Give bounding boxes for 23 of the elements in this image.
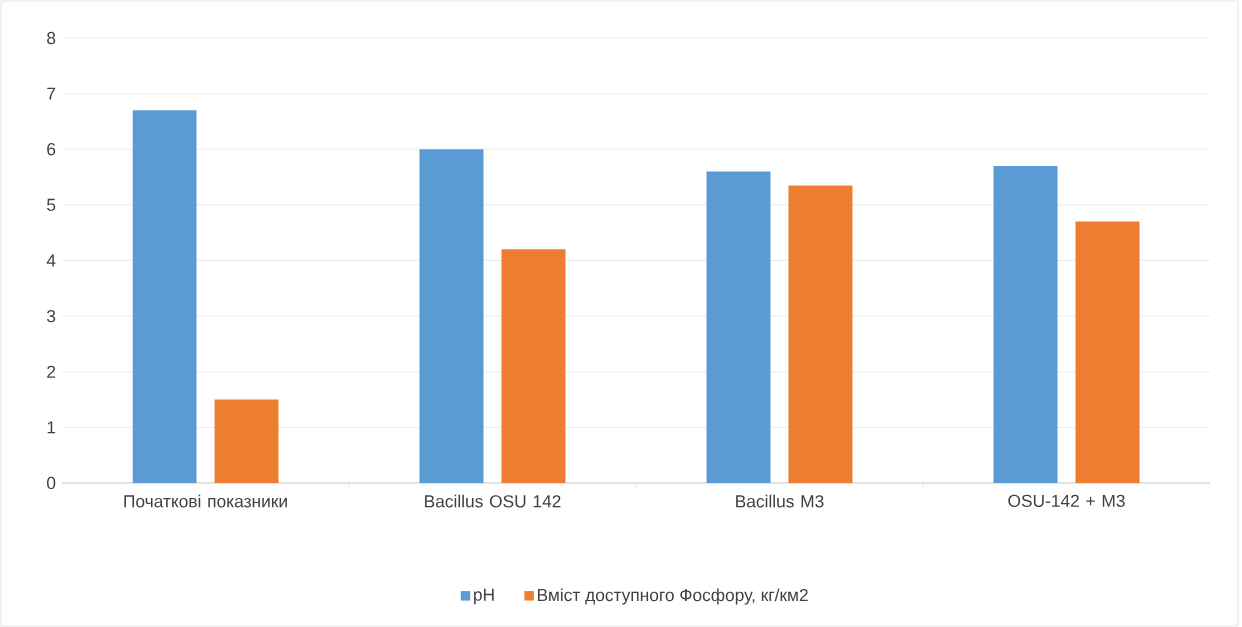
x-tick-label: Bacillus M3 — [736, 494, 824, 508]
bar — [501, 249, 566, 483]
y-tick-label: 4 — [46, 254, 56, 267]
x-tick-label: Bacillus OSU 142 — [425, 494, 561, 508]
bar — [419, 149, 484, 483]
bar — [132, 110, 197, 483]
y-tick-label: 8 — [47, 31, 56, 45]
x-tick-label: OSU-142 + M3 — [1008, 494, 1125, 507]
x-tick-label: Початкові показники — [124, 494, 287, 508]
y-tick-label: 7 — [47, 87, 56, 100]
legend-label: pH — [474, 588, 494, 605]
y-tick-label: 2 — [47, 365, 56, 378]
bar — [1075, 221, 1140, 483]
legend-label: Вміст доступного Фосфору, кг/км2 — [537, 588, 808, 605]
bar — [993, 165, 1058, 483]
y-tick-label: 3 — [47, 309, 56, 323]
bar — [214, 399, 279, 483]
y-tick-label: 0 — [47, 476, 56, 490]
y-tick-label: 5 — [47, 198, 56, 211]
y-tick-label: 1 — [47, 421, 56, 434]
bar — [706, 171, 771, 483]
bar — [788, 185, 853, 483]
y-tick-label: 6 — [47, 143, 56, 156]
